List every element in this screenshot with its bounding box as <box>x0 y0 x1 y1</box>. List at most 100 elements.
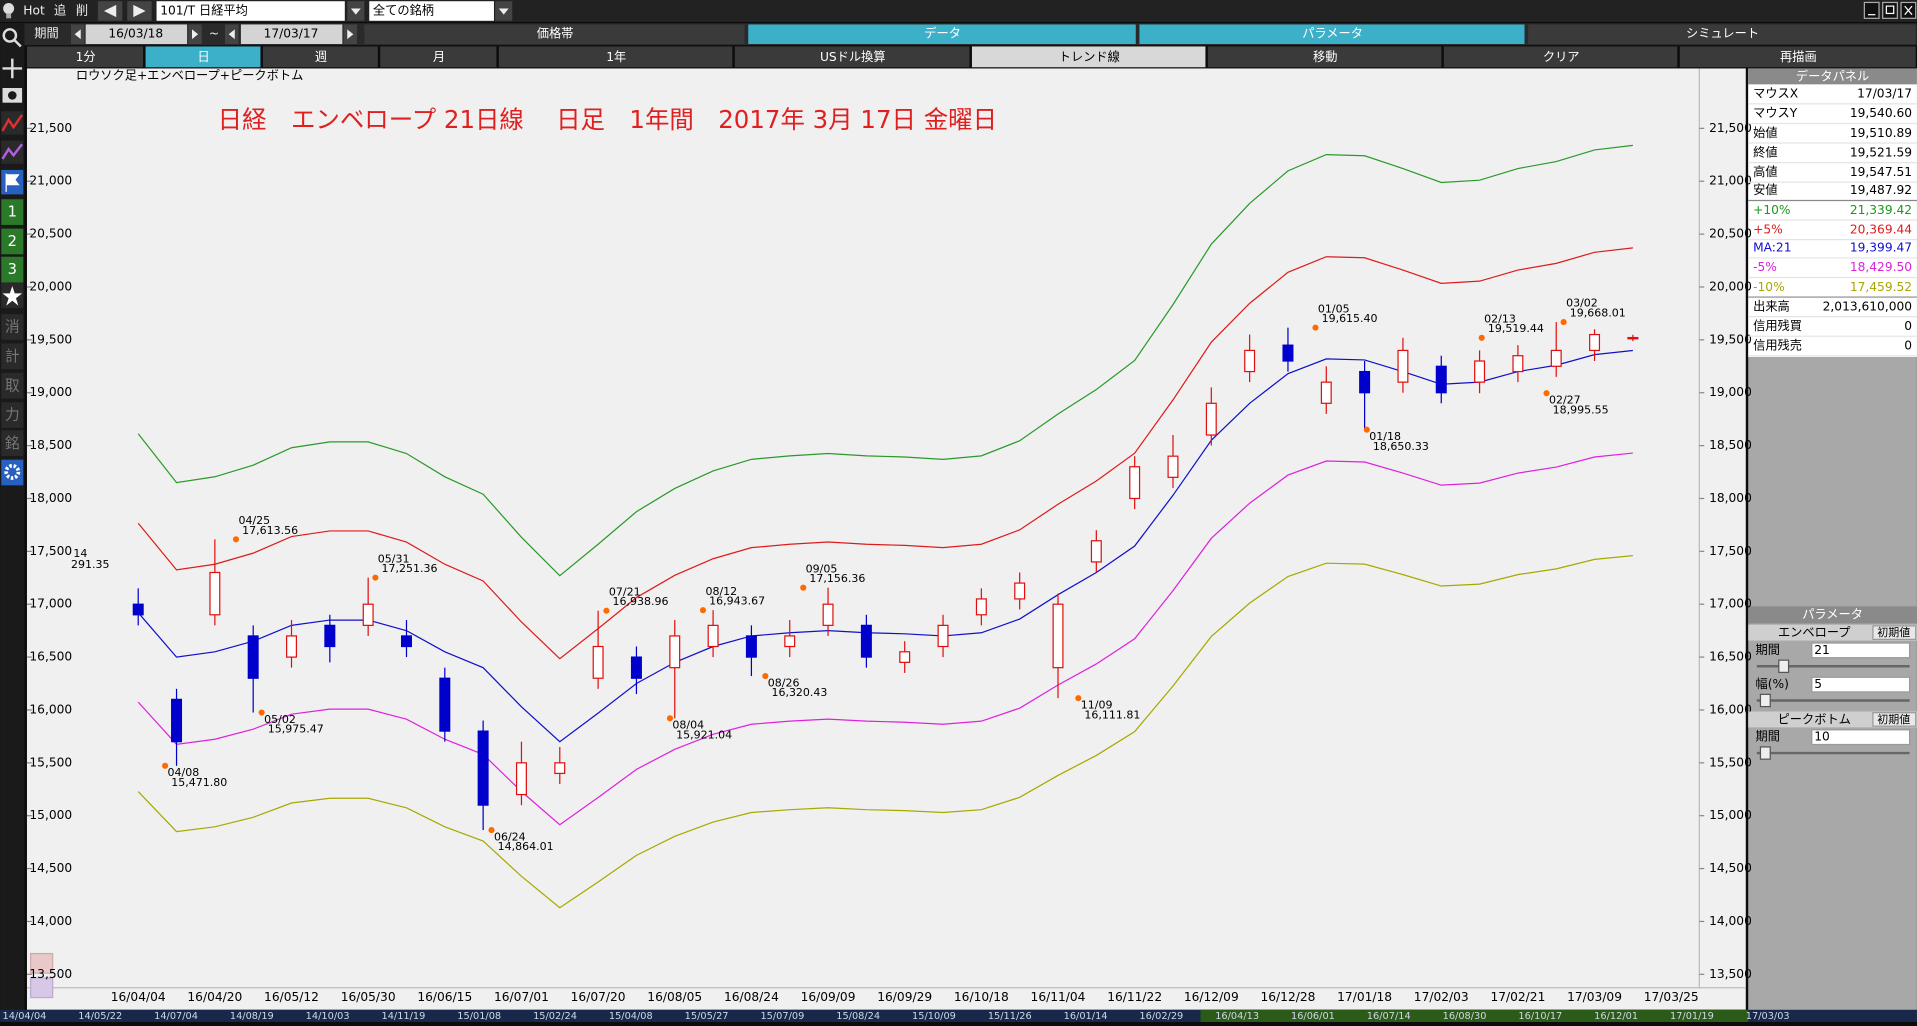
reset-button[interactable] <box>1872 712 1917 727</box>
data-label: MA:21 <box>1753 241 1791 255</box>
slider-knob[interactable] <box>1759 746 1771 760</box>
x-tick-label: 16/05/30 <box>341 990 396 1004</box>
x-tick-label: 16/12/09 <box>1184 990 1239 1004</box>
side-button[interactable] <box>1 228 24 255</box>
side-button[interactable] <box>1 343 24 370</box>
toolbar-item[interactable]: 削 <box>76 4 88 18</box>
chart-panel <box>26 68 1746 1010</box>
peak-marker <box>372 574 379 581</box>
x-tick-label: 17/01/18 <box>1337 990 1392 1004</box>
range-button[interactable] <box>1679 46 1916 68</box>
envelope-line <box>137 349 1633 743</box>
small-icon[interactable] <box>30 952 54 974</box>
symbol-box[interactable] <box>156 1 345 21</box>
range-button[interactable] <box>145 46 261 68</box>
slider-knob[interactable] <box>1759 693 1771 708</box>
range-button[interactable] <box>1207 46 1442 68</box>
range-button[interactable] <box>971 46 1206 68</box>
prev-arrow <box>103 4 117 18</box>
chart-icon <box>1 114 24 132</box>
peak-marker <box>1363 426 1370 433</box>
arrow <box>228 29 235 40</box>
range-button-label: USドル換算 <box>820 49 886 64</box>
param-box[interactable] <box>1811 676 1911 693</box>
x-tick-label: 16/07/01 <box>494 990 549 1004</box>
tab[interactable] <box>748 24 1136 45</box>
tab[interactable] <box>1528 24 1916 45</box>
reset-label: 初期値 <box>1877 712 1910 726</box>
annotation-date: 09/05 <box>806 562 838 575</box>
peak-marker <box>1312 324 1319 331</box>
side-button[interactable] <box>1 199 24 225</box>
range-button[interactable] <box>1443 46 1678 68</box>
candle-body <box>400 635 412 648</box>
range-button-label: 1年 <box>606 50 626 64</box>
candle-body <box>1205 402 1217 436</box>
annotation-value: 15,471.80 <box>171 776 227 789</box>
range-button[interactable] <box>734 46 970 68</box>
param-box[interactable] <box>1811 642 1911 659</box>
tab[interactable] <box>1139 24 1525 45</box>
side-button[interactable] <box>1 372 24 399</box>
data-value: 19,510.89 <box>1850 126 1912 140</box>
side-button[interactable] <box>1 430 24 456</box>
timeline-range[interactable] <box>1200 1009 1749 1022</box>
y-tick-label: 17,000 <box>29 597 72 611</box>
from-date-box[interactable] <box>85 24 188 45</box>
range-button[interactable] <box>26 46 144 68</box>
crosshair-icon[interactable] <box>2 58 23 79</box>
annotation-value: 16,320.43 <box>771 686 827 699</box>
to-date-box[interactable] <box>240 24 343 45</box>
bulb-icon[interactable] <box>3 3 15 15</box>
side-button[interactable] <box>1 256 24 283</box>
candle-body <box>1627 336 1639 340</box>
timeline-label: 15/08/24 <box>836 1011 880 1022</box>
annotation-value: 19,519.44 <box>1488 322 1544 335</box>
maximize-button[interactable] <box>1882 1 1898 19</box>
candle-body <box>286 635 298 658</box>
range-button[interactable] <box>380 46 497 68</box>
side-button[interactable] <box>1 402 24 428</box>
y-tick-label: 21,000 <box>1709 174 1752 188</box>
y-tick-label: 14,500 <box>29 861 72 875</box>
y-tick-label: 15,000 <box>29 808 72 822</box>
slider-knob[interactable] <box>1778 659 1790 673</box>
tab[interactable] <box>364 24 745 45</box>
minimize-button[interactable] <box>1863 1 1880 19</box>
side-label: 2 <box>8 233 17 250</box>
toolbar-item[interactable]: 追 <box>54 3 66 18</box>
y-tick-label: 20,500 <box>1709 227 1752 241</box>
range-button[interactable] <box>262 46 378 68</box>
annotation-value: 16,938.96 <box>613 595 669 608</box>
x-tick-label: 17/03/25 <box>1644 990 1699 1004</box>
candle-body <box>1359 370 1371 394</box>
x-tick-label: 17/02/21 <box>1490 990 1545 1004</box>
gear-bg[interactable] <box>1 459 24 486</box>
timeline-label: 14/07/04 <box>154 1011 198 1022</box>
param-box[interactable] <box>1811 729 1911 746</box>
data-panel <box>1748 68 1917 357</box>
filter-box[interactable] <box>369 1 494 21</box>
reset-button[interactable] <box>1872 625 1917 640</box>
range-button[interactable] <box>498 46 733 68</box>
peak-marker <box>1560 319 1567 326</box>
tab-label: データ <box>924 26 961 41</box>
search-icon[interactable] <box>2 28 18 43</box>
chart-icon-bg[interactable] <box>1 111 24 135</box>
y-tick-label: 18,000 <box>1709 491 1752 505</box>
y-tick-label: 15,000 <box>1709 808 1752 822</box>
y-tick-label: 18,500 <box>1709 438 1752 452</box>
timeline-label: 16/12/01 <box>1594 1011 1638 1022</box>
toolbar-item[interactable]: Hot <box>23 4 45 18</box>
annotation-value: 15,975.47 <box>268 723 324 736</box>
side-button[interactable] <box>1 314 24 340</box>
data-value: 20,369.44 <box>1850 222 1912 236</box>
small-icon[interactable] <box>30 977 54 999</box>
y-tick-label: 16,500 <box>29 650 72 664</box>
y-tick-label: 13,500 <box>1709 967 1752 981</box>
candle-body <box>171 698 183 743</box>
annotation-date: 06/24 <box>494 830 526 843</box>
annotation-date: 02/13 <box>1484 312 1516 325</box>
annotation-value: 14,864.01 <box>498 840 554 853</box>
